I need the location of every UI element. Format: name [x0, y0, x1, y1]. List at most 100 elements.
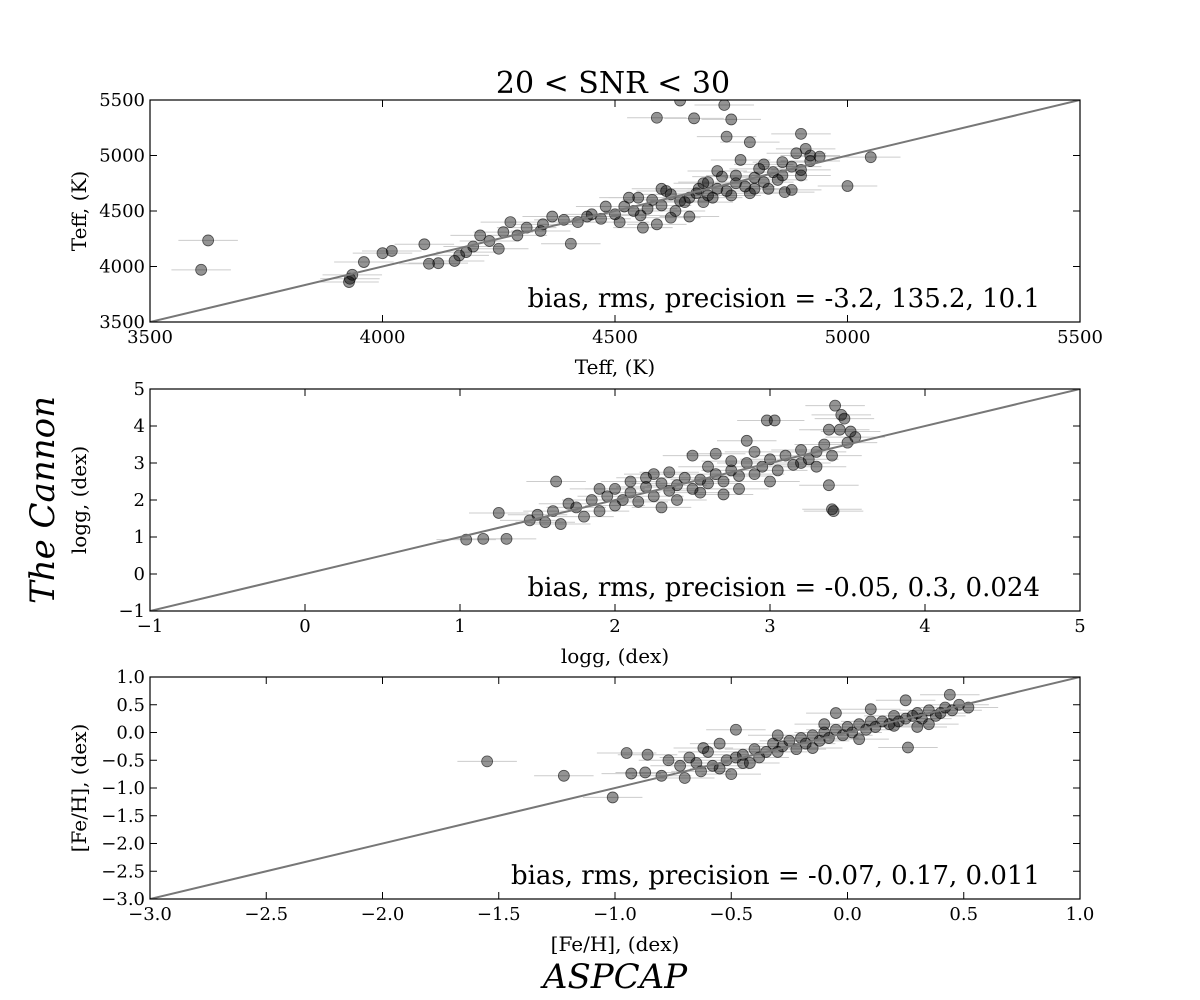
y-tick-label: 4000 [99, 257, 145, 278]
x-tick-label: 5 [1074, 616, 1085, 637]
data-point [660, 185, 673, 197]
data-point [688, 112, 700, 125]
one-to-one-line [150, 389, 1080, 611]
data-point [718, 100, 731, 111]
data-point [702, 746, 714, 758]
data-point [743, 757, 756, 769]
data-point [725, 113, 738, 126]
data-point [606, 791, 619, 804]
data-point [734, 154, 747, 166]
data-point [706, 191, 719, 204]
data-point [702, 176, 714, 189]
data-point [674, 759, 686, 772]
teff-stats-annotation: bias, rms, precision = -3.2, 135.2, 10.1 [527, 284, 1040, 314]
x-tick-label: −1.5 [477, 904, 521, 925]
data-point [562, 497, 575, 510]
data-point [500, 532, 513, 545]
data-point [713, 737, 726, 750]
data-point [385, 245, 398, 257]
data-point [678, 772, 691, 784]
data-point [376, 247, 389, 260]
logg-stats-annotation: bias, rms, precision = -0.05, 0.3, 0.024 [527, 573, 1040, 603]
data-point [776, 156, 789, 169]
data-point [778, 186, 791, 199]
data-point [829, 399, 841, 412]
plot-area [150, 677, 1080, 899]
data-point [725, 189, 738, 202]
data-point [739, 180, 752, 193]
data-point [827, 505, 840, 518]
data-point [785, 184, 798, 196]
data-point [844, 425, 857, 438]
y-tick-label: −2.0 [101, 834, 145, 855]
data-point [557, 769, 570, 782]
data-point [357, 256, 370, 268]
data-point [768, 414, 781, 427]
y-tick-label: −1.5 [101, 806, 145, 827]
teff-y-axis-label: Teff, (K) [67, 171, 91, 251]
data-point [697, 742, 710, 754]
x-tick-label: −2.5 [244, 904, 288, 925]
data-point [683, 191, 696, 204]
data-point [841, 180, 854, 192]
x-tick-label: 3500 [127, 327, 173, 348]
data-point [943, 688, 956, 701]
logg-y-axis-label: logg, (dex) [67, 446, 91, 554]
data-point [730, 169, 742, 182]
x-tick-label: −0.5 [709, 904, 753, 925]
data-point [599, 200, 612, 213]
data-point [655, 501, 668, 514]
plot-area [150, 100, 1080, 322]
y-tick-label: 3 [134, 453, 145, 474]
data-point [664, 211, 677, 224]
data-point [853, 733, 866, 746]
x-tick-label: 4 [919, 616, 930, 637]
data-point [609, 482, 621, 495]
figure-xlabel: ASPCAP [540, 957, 688, 997]
data-point [725, 455, 738, 468]
figure-ylabel: The Cannon [23, 396, 63, 604]
data-point [795, 169, 807, 182]
data-point [697, 177, 710, 190]
x-tick-label: 5000 [825, 327, 871, 348]
data-point [625, 767, 638, 780]
y-tick-label: −1 [118, 601, 145, 622]
panel-feh: −3.0 −2.5 −2.0 −1.5 −1.0 −0.5 0.0 0.5 1.0 −3.0 −2.… [67, 667, 1094, 956]
data-point [492, 242, 505, 255]
data-point [669, 205, 682, 217]
x-tick-label: 0.5 [949, 904, 978, 925]
one-to-one-line [150, 677, 1080, 899]
data-point [481, 755, 494, 768]
data-point [826, 503, 838, 516]
data-point [799, 142, 812, 155]
y-tick-label: 0 [134, 564, 145, 585]
data-point [640, 471, 652, 484]
data-point [709, 447, 722, 460]
data-point [620, 747, 633, 759]
data-point [864, 151, 877, 164]
y-tick-label: −0.5 [101, 750, 145, 771]
data-point [810, 460, 823, 473]
data-point [202, 234, 215, 247]
data-point [671, 494, 683, 506]
data-point [595, 212, 607, 225]
data-point [662, 754, 675, 767]
data-point [790, 743, 803, 756]
data-point [492, 507, 505, 519]
feh-stats-annotation: bias, rms, precision = -0.07, 0.17, 0.01… [511, 861, 1040, 891]
y-tick-label: 1.0 [116, 667, 145, 688]
data-point [613, 216, 626, 229]
data-point [823, 423, 835, 436]
data-point [818, 718, 831, 731]
data-point [686, 449, 699, 462]
panel-teff: 3500 4000 4500 5000 5500 3500 4000 4500 5000 5500… [67, 90, 1103, 379]
logg-x-axis-label: logg, (dex) [561, 644, 669, 668]
y-tick-label: 0.0 [116, 723, 145, 744]
data-point [717, 488, 730, 501]
x-tick-label: 4000 [360, 327, 406, 348]
data-point [432, 257, 445, 270]
data-point [753, 162, 766, 175]
data-point [771, 729, 784, 742]
panel-logg: −1 0 1 2 3 4 5 −1 0 1 2 3 4 5 logg, (dex) logg, (dex) bi… [67, 379, 1086, 668]
data-point [632, 191, 645, 204]
